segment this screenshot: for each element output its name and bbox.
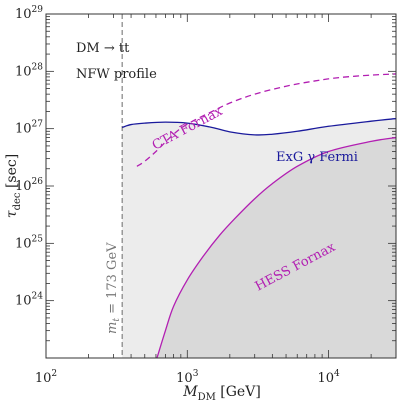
x-tick-label: 103	[176, 369, 199, 386]
threshold-label: mt = 173 GeV	[105, 242, 122, 334]
tick-labels: 102 103 104 1024 1025 1026 1027 1028 1029	[15, 5, 340, 386]
y-tick-label: 1029	[15, 5, 43, 22]
y-axis-title: τdec [sec]	[4, 154, 23, 218]
series-label-exg-fermi: ExG γ Fermi	[276, 150, 358, 165]
y-tick-label: 1025	[15, 234, 43, 251]
x-axis-title: MDM [GeV]	[182, 384, 261, 403]
series-line-exg-fermi	[121, 117, 397, 136]
axis-ticks	[45, 13, 397, 359]
x-tick-label: 102	[35, 369, 57, 386]
fill-region-hess-fornax	[156, 137, 396, 358]
series-line-cta-fornax	[136, 73, 397, 167]
y-tick-label: 1024	[15, 292, 43, 309]
y-tick-label: 1027	[15, 120, 43, 137]
series-line-hess-fornax	[156, 136, 397, 359]
channel-annotation: DM → tt	[76, 41, 130, 56]
fill-regions	[122, 118, 397, 358]
plot-frame	[45, 13, 397, 359]
y-tick-label: 1028	[15, 62, 43, 79]
annotations: DM → tt NFW profile mt = 173 GeV	[76, 41, 157, 334]
curves	[121, 73, 397, 359]
y-tick-label: 1026	[15, 177, 43, 194]
x-tick-label: 104	[317, 369, 340, 386]
axis-titles: MDM [GeV] τdec [sec]	[4, 154, 261, 403]
profile-annotation: NFW profile	[76, 67, 157, 82]
